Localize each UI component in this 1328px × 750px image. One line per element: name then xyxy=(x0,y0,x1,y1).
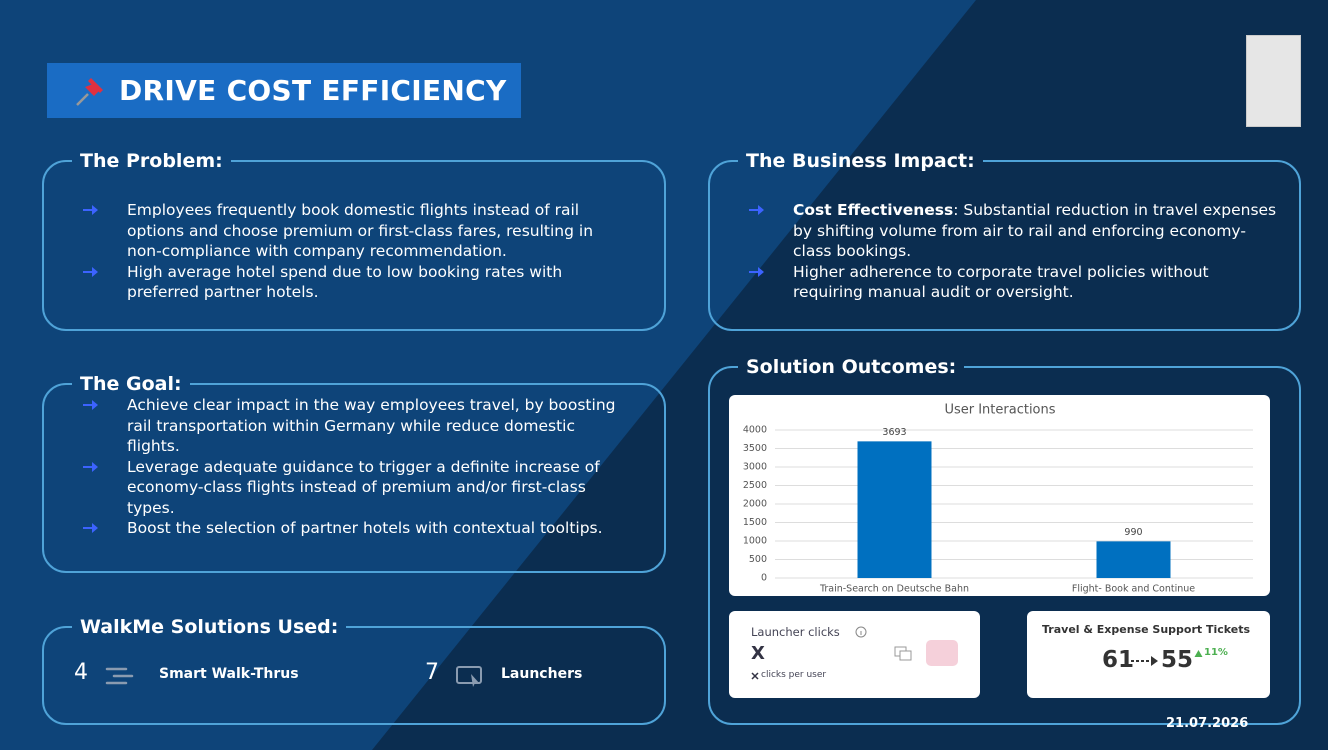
date: 21.07.2026 xyxy=(1166,716,1249,731)
launcher-value: X xyxy=(751,643,765,664)
item-text: Employees frequently book domestic fligh… xyxy=(127,201,594,260)
goal-list: Achieve clear impact in the way employee… xyxy=(81,395,626,539)
problem-list: Employees frequently book domestic fligh… xyxy=(81,200,601,303)
tickets-change: 11% xyxy=(1204,647,1228,658)
goal-item: Leverage adequate guidance to trigger a … xyxy=(81,457,626,519)
bar xyxy=(1096,541,1171,578)
launcher-title: Launcher clicks xyxy=(751,625,840,639)
data-label: 3693 xyxy=(882,427,906,438)
x-tick-label: Flight- Book and Continue xyxy=(1072,584,1195,595)
y-tick-label: 3000 xyxy=(743,462,767,473)
problem-item: Employees frequently book domestic fligh… xyxy=(81,200,601,262)
click-icon xyxy=(926,640,958,666)
x-icon xyxy=(751,672,759,680)
launcher-card: Launcher clicks X clicks per user xyxy=(729,611,980,698)
tickets-card: Travel & Expense Support Tickets 61 55 1… xyxy=(1027,611,1270,698)
x-tick-label: Train-Search on Deutsche Bahn xyxy=(819,584,969,595)
y-tick-label: 1000 xyxy=(743,536,767,547)
goal-title: The Goal: xyxy=(80,373,182,395)
solution-count: 7 xyxy=(425,660,439,685)
y-tick-label: 2000 xyxy=(743,499,767,510)
bar xyxy=(857,441,932,578)
solutions-box: WalkMe Solutions Used: xyxy=(42,616,666,725)
impact-item: Cost Effectiveness: Substantial reductio… xyxy=(747,200,1282,262)
logo-image xyxy=(1246,35,1301,127)
launcher-icon xyxy=(456,666,482,687)
problem-item: High average hotel spend due to low book… xyxy=(81,262,601,303)
goal-item: Boost the selection of partner hotels wi… xyxy=(81,518,626,539)
tickets-from: 61 xyxy=(1102,647,1135,673)
item-text: : Substantial reduction in travel expens… xyxy=(793,201,1277,260)
up-triangle xyxy=(1194,650,1203,657)
data-label: 990 xyxy=(1124,527,1142,538)
chart: User Interactions 0 500 1000 1500 2000 2500 30… xyxy=(743,403,1253,595)
problem-title: The Problem: xyxy=(80,150,223,172)
y-tick-label: 3500 xyxy=(743,443,767,454)
item-text: Boost the selection of partner hotels wi… xyxy=(127,519,603,537)
impact-list: Cost Effectiveness: Substantial reductio… xyxy=(747,200,1282,303)
problem-box: The Problem: xyxy=(42,150,666,331)
solution-count: 4 xyxy=(74,660,88,685)
item-text: High average hotel spend due to low book… xyxy=(127,262,563,302)
goal-box: The Goal: xyxy=(42,373,666,573)
solutions-title: WalkMe Solutions Used: xyxy=(80,616,339,638)
title-bar: DRIVE COST EFFICIENCY xyxy=(47,63,521,118)
y-tick-label: 4000 xyxy=(743,425,767,436)
y-tick-label: 0 xyxy=(761,573,767,584)
tickets-to: 55 xyxy=(1161,647,1194,673)
outcomes-title: Solution Outcomes: xyxy=(746,356,957,378)
chart-card: User Interactions 0 500 1000 1500 2000 2500 30… xyxy=(729,395,1270,596)
outcomes-box: Solution Outcomes: xyxy=(708,356,1301,725)
tickets-title: Travel & Expense Support Tickets xyxy=(1042,623,1251,636)
walkthru-icon xyxy=(105,667,134,685)
item-text: Leverage adequate guidance to trigger a … xyxy=(127,457,600,517)
item-bold: Cost Effectiveness xyxy=(793,201,954,219)
item-text: Higher adherence to corporate travel pol… xyxy=(793,262,1209,302)
copy-icon xyxy=(894,646,912,661)
solution-label: Smart Walk-Thrus xyxy=(159,666,299,682)
background-panel xyxy=(0,0,976,750)
launcher-note: clicks per user xyxy=(761,670,827,680)
solution-label: Launchers xyxy=(501,666,583,682)
y-tick-label: 2500 xyxy=(743,480,767,491)
chart-title: User Interactions xyxy=(944,403,1055,418)
impact-title: The Business Impact: xyxy=(746,150,975,172)
y-tick-label: 1500 xyxy=(743,517,767,528)
change-arrow xyxy=(1131,656,1158,666)
impact-box: The Business Impact: xyxy=(708,150,1301,331)
page-title: DRIVE COST EFFICIENCY xyxy=(119,74,507,107)
goal-item: Achieve clear impact in the way employee… xyxy=(81,395,626,457)
item-text: Achieve clear impact in the way employee… xyxy=(127,396,616,455)
impact-item: Higher adherence to corporate travel pol… xyxy=(747,262,1282,303)
info-icon xyxy=(855,626,867,638)
y-tick-label: 500 xyxy=(749,554,767,565)
pin-icon xyxy=(76,77,103,106)
